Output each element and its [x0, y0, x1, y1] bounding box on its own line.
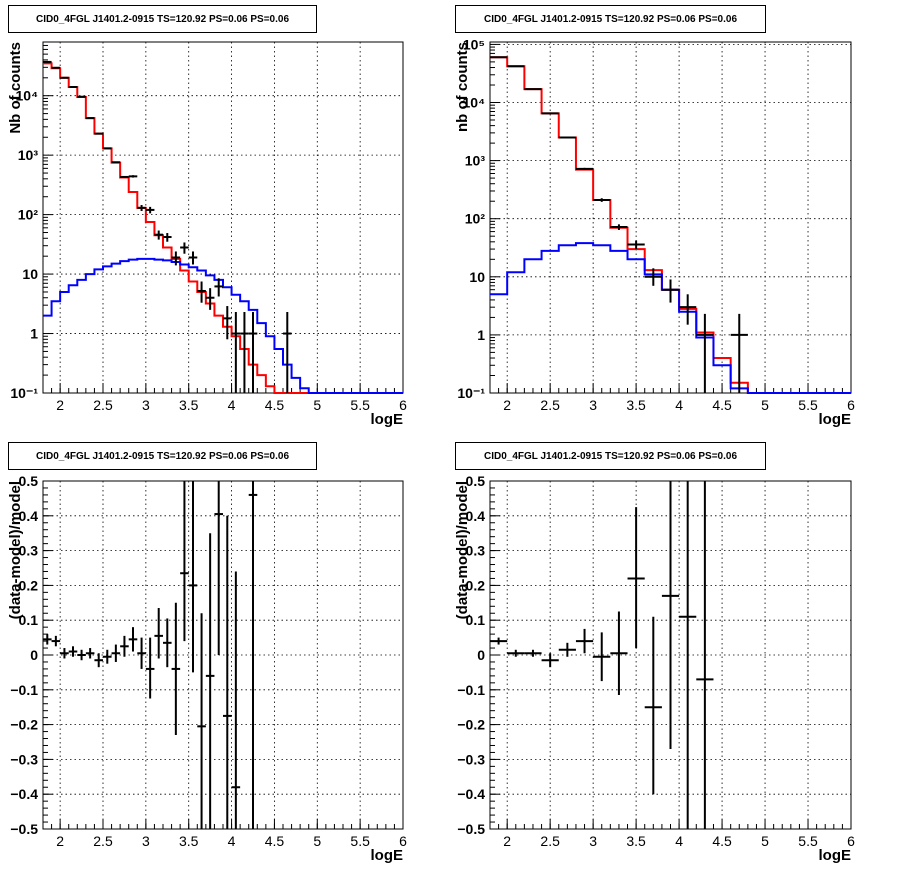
y-tick-label: −0.3 — [457, 751, 485, 767]
y-axis-label: (data-model)/model — [454, 481, 471, 619]
x-tick-label: 6 — [399, 397, 407, 413]
y-tick-label: −0.1 — [10, 682, 38, 698]
x-tick-label: 4.5 — [265, 397, 285, 413]
histogram-series-1 — [43, 62, 403, 394]
y-tick-label: 10⁴ — [16, 88, 39, 104]
y-tick-label: 0 — [477, 647, 485, 663]
y-tick-label: −0.4 — [10, 786, 38, 802]
x-tick-label: 4 — [228, 397, 236, 413]
y-tick-label: 10⁻¹ — [10, 385, 38, 401]
y-axis-label: (data-model)/model — [7, 481, 24, 619]
x-tick-label: 3.5 — [626, 833, 646, 849]
chart-title: CID0_4FGL J1401.2-0915 TS=120.92 PS=0.06… — [8, 442, 317, 470]
y-axis-label: Nb of counts — [7, 42, 24, 134]
x-tick-label: 2 — [56, 397, 64, 413]
x-tick-label: 4 — [675, 833, 683, 849]
x-tick-label: 3 — [142, 397, 150, 413]
x-tick-label: 4.5 — [712, 833, 732, 849]
x-tick-label: 2 — [56, 833, 64, 849]
x-tick-label: 2.5 — [93, 397, 113, 413]
x-tick-label: 5 — [761, 397, 769, 413]
x-tick-label: 2 — [503, 397, 511, 413]
y-tick-label: 0 — [30, 647, 38, 663]
x-tick-label: 3 — [589, 833, 597, 849]
y-tick-label: 0.4 — [466, 508, 486, 524]
y-tick-label: 0.5 — [19, 473, 39, 489]
y-tick-label: −0.3 — [10, 751, 38, 767]
chart-panel-4: 2 2.5 3 3.5 4 4.5 5 5.5 6 −0.5 −0.4 −0.3 −0.2 −0.1 0 0.… — [454, 473, 855, 864]
plot-frame — [42, 41, 404, 394]
y-tick-label: 10 — [469, 269, 485, 285]
y-tick-label: −0.5 — [10, 821, 38, 837]
x-tick-label: 5.5 — [350, 397, 370, 413]
chart-title: CID0_4FGL J1401.2-0915 TS=120.92 PS=0.06… — [8, 5, 317, 33]
x-tick-label: 4 — [675, 397, 683, 413]
x-tick-label: 2.5 — [540, 397, 560, 413]
y-tick-label: 10³ — [465, 153, 486, 169]
y-tick-label: 0.3 — [19, 543, 39, 559]
x-tick-label: 5.5 — [350, 833, 370, 849]
x-tick-label: 3.5 — [626, 397, 646, 413]
y-tick-label: 10² — [465, 211, 486, 227]
x-tick-label: 4.5 — [712, 397, 732, 413]
y-tick-label: 10⁻¹ — [457, 385, 485, 401]
x-tick-label: 5.5 — [798, 833, 818, 849]
x-axis-label: logE — [819, 847, 852, 864]
y-tick-label: 10⁴ — [463, 95, 486, 111]
y-tick-label: 0.5 — [466, 473, 486, 489]
y-tick-label: 10² — [18, 207, 39, 223]
y-tick-label: 0.2 — [19, 577, 39, 593]
x-tick-label: 3 — [589, 397, 597, 413]
x-axis-label: logE — [371, 411, 404, 428]
y-tick-label: 1 — [30, 326, 38, 342]
y-tick-label: 0.3 — [466, 543, 486, 559]
x-tick-label: 3 — [142, 833, 150, 849]
y-tick-label: −0.4 — [457, 786, 485, 802]
y-tick-label: 10⁵ — [463, 36, 485, 52]
x-tick-label: 5 — [313, 397, 321, 413]
y-tick-label: 0.4 — [19, 508, 39, 524]
x-tick-label: 6 — [847, 397, 855, 413]
y-axis-label: nb of counts — [454, 42, 471, 132]
y-tick-label: −0.2 — [457, 717, 485, 733]
x-tick-label: 2.5 — [93, 833, 113, 849]
y-tick-label: −0.1 — [457, 682, 485, 698]
x-tick-label: 5.5 — [798, 397, 818, 413]
y-tick-label: −0.2 — [10, 717, 38, 733]
x-tick-label: 2.5 — [540, 833, 560, 849]
y-tick-label: 0.1 — [466, 612, 486, 628]
chart-panel-3: 2 2.5 3 3.5 4 4.5 5 5.5 6 −0.5 −0.4 −0.3 −0.2 −0.1 0 0.… — [7, 473, 407, 864]
y-tick-label: 0.1 — [19, 612, 39, 628]
x-tick-label: 3.5 — [179, 833, 199, 849]
y-tick-label: 10 — [22, 266, 38, 282]
x-tick-label: 3.5 — [179, 397, 199, 413]
histogram-series-2 — [43, 257, 403, 394]
chart-panel-1: 2 2.5 3 3.5 4 4.5 5 5.5 6 10⁻¹ 1 10 10² 10³ 10⁴ logE Nb … — [7, 41, 407, 428]
x-tick-label: 5 — [761, 833, 769, 849]
chart-panel-2: 2 2.5 3 3.5 4 4.5 5 5.5 6 10⁻¹ 1 10 10² 10³ 10⁴ 10⁵ logE… — [454, 36, 855, 428]
x-tick-label: 6 — [399, 833, 407, 849]
y-tick-label: 0.2 — [466, 577, 486, 593]
x-tick-label: 5 — [313, 833, 321, 849]
plot-frame — [489, 41, 852, 394]
x-tick-label: 4.5 — [265, 833, 285, 849]
x-axis-label: logE — [819, 411, 852, 428]
y-tick-label: −0.5 — [457, 821, 485, 837]
chart-title: CID0_4FGL J1401.2-0915 TS=120.92 PS=0.06… — [455, 442, 766, 470]
x-tick-label: 2 — [503, 833, 511, 849]
x-tick-label: 4 — [228, 833, 236, 849]
y-tick-label: 10³ — [18, 147, 39, 163]
x-tick-label: 6 — [847, 833, 855, 849]
x-axis-label: logE — [371, 847, 404, 864]
chart-title: CID0_4FGL J1401.2-0915 TS=120.92 PS=0.06… — [455, 5, 766, 33]
histogram-series-2 — [490, 242, 851, 394]
y-tick-label: 1 — [477, 327, 485, 343]
